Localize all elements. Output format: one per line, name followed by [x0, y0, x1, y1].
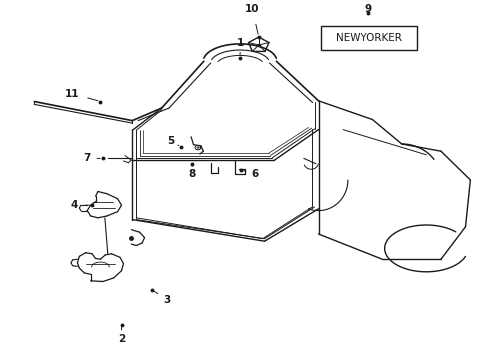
- Text: 4: 4: [71, 200, 78, 210]
- Bar: [321, 26, 416, 49]
- Text: 1: 1: [237, 38, 244, 48]
- Text: 10: 10: [245, 4, 260, 14]
- Text: NEWYORKER: NEWYORKER: [336, 33, 402, 43]
- Text: 2: 2: [118, 334, 125, 344]
- Text: 3: 3: [163, 294, 170, 305]
- Text: 6: 6: [251, 168, 258, 179]
- Text: 7: 7: [83, 153, 91, 163]
- Text: 5: 5: [167, 136, 174, 146]
- Text: 8: 8: [189, 168, 196, 179]
- Text: 9: 9: [365, 4, 372, 14]
- Text: 11: 11: [65, 89, 80, 99]
